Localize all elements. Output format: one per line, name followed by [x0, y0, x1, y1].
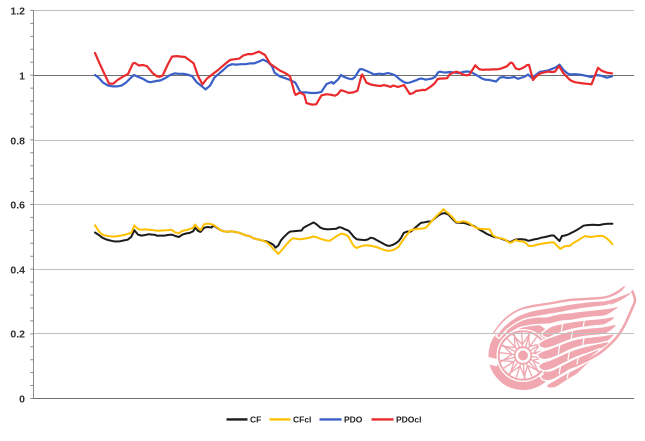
svg-text:0.4: 0.4: [10, 265, 25, 277]
svg-text:CFcl: CFcl: [293, 415, 311, 425]
svg-text:PDOcl: PDOcl: [396, 415, 422, 425]
svg-text:CF: CF: [250, 415, 261, 425]
svg-text:0.6: 0.6: [10, 200, 25, 212]
svg-text:0: 0: [19, 394, 25, 406]
svg-text:1: 1: [19, 71, 25, 83]
svg-text:1.2: 1.2: [10, 6, 25, 18]
svg-text:0.2: 0.2: [10, 329, 25, 341]
svg-text:0.8: 0.8: [10, 136, 25, 148]
svg-text:PDO: PDO: [344, 415, 363, 425]
